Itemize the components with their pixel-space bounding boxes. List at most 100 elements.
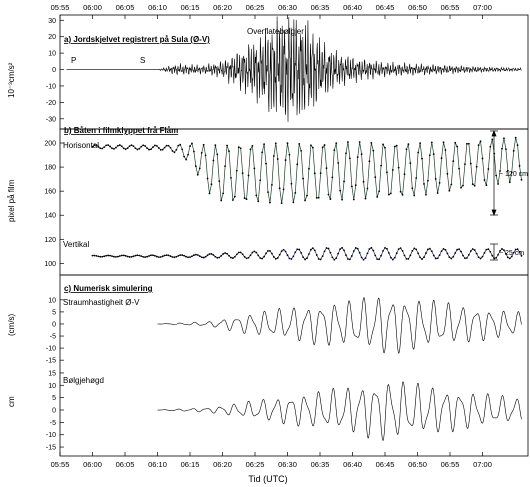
data-point — [185, 158, 188, 161]
data-point — [292, 201, 295, 204]
data-point — [393, 256, 396, 259]
data-point — [378, 190, 381, 193]
data-point — [415, 177, 418, 179]
data-point — [173, 256, 176, 259]
data-point — [93, 144, 96, 147]
data-point — [105, 144, 108, 147]
data-point — [444, 149, 447, 151]
data-point — [475, 252, 478, 255]
panel-b-y-tick-label: 100 — [44, 261, 56, 268]
data-point — [120, 254, 123, 257]
data-point — [163, 254, 166, 257]
data-point — [331, 256, 334, 259]
ylabel-panel-a: 10⁻³cm/s² — [7, 62, 16, 98]
data-point — [185, 255, 188, 258]
x-tick-label-bottom: 06:50 — [408, 460, 427, 469]
data-point — [505, 148, 507, 151]
data-point — [358, 141, 361, 143]
data-point — [124, 148, 127, 151]
data-point — [290, 182, 293, 185]
data-point — [298, 248, 301, 251]
data-point — [220, 254, 223, 257]
data-point — [150, 148, 152, 151]
x-axis-top: 05:55 06:00 06:05 06:10 06:15 06:20 06:25 06:30… — [51, 3, 492, 19]
data-point — [130, 144, 133, 147]
data-point — [177, 254, 180, 257]
data-point — [454, 141, 457, 144]
scale-bar-horisontal — [490, 130, 498, 216]
data-point — [202, 143, 205, 146]
plot-frame-bottom — [59, 274, 529, 457]
data-point — [520, 254, 523, 257]
data-point — [464, 257, 466, 260]
data-point — [331, 176, 334, 179]
data-point — [126, 147, 129, 150]
panel-c-height-y-tick-label: -10 — [46, 432, 56, 439]
data-point — [497, 183, 499, 185]
data-point — [200, 256, 203, 259]
data-point — [372, 249, 375, 252]
data-point — [237, 146, 240, 148]
data-point — [362, 258, 365, 261]
data-point — [290, 258, 293, 260]
panel-c-title: c) Numerisk simulering — [64, 284, 153, 293]
panel-a-y-tick-label: -10 — [46, 83, 56, 90]
x-tick-label-top: 06:25 — [246, 3, 265, 12]
data-point — [280, 202, 283, 204]
panel-c-height-y-tick-label: -5 — [50, 420, 56, 427]
data-point — [327, 193, 330, 196]
data-point — [189, 145, 191, 148]
x-tick-label-bottom: 06:40 — [343, 460, 362, 469]
panel-c-speed-y-tick-label: 10 — [48, 297, 56, 304]
x-axis-bottom: 05:55 06:00 06:05 06:10 06:15 06:20 06:25 06:30… — [51, 452, 492, 469]
ylabel-panel-b: pixel på film — [7, 179, 16, 222]
data-point — [364, 257, 367, 259]
panel-c-speed-y-tick-label: 5 — [52, 309, 56, 316]
data-point — [167, 144, 170, 147]
data-point — [194, 253, 197, 256]
data-point — [216, 153, 219, 156]
data-point — [483, 251, 486, 254]
x-tick-label-bottom: 06:00 — [83, 460, 102, 469]
data-point — [489, 250, 492, 253]
data-point — [263, 255, 265, 258]
data-point — [245, 198, 248, 201]
data-point — [356, 247, 359, 250]
data-point — [269, 201, 271, 204]
data-point — [329, 198, 332, 200]
data-point — [138, 147, 141, 150]
data-point — [267, 249, 269, 252]
data-point — [140, 145, 143, 148]
data-point — [417, 151, 420, 154]
data-point — [253, 250, 256, 253]
data-point — [235, 169, 238, 172]
data-point — [302, 256, 304, 259]
data-point — [428, 154, 431, 157]
data-point — [296, 163, 299, 166]
panel-b-y-tick-label: 180 — [44, 165, 56, 172]
data-point — [173, 151, 176, 154]
data-point — [204, 255, 207, 258]
panel-b-y-tick-label: 120 — [44, 237, 56, 244]
data-point — [467, 254, 470, 256]
data-point — [111, 255, 113, 258]
data-point — [315, 196, 318, 199]
data-point — [152, 254, 154, 257]
data-point — [397, 248, 400, 251]
data-point — [155, 144, 158, 147]
data-point — [179, 254, 182, 257]
data-point — [395, 252, 398, 255]
data-point — [245, 257, 248, 260]
data-point — [520, 178, 523, 181]
data-point — [444, 249, 447, 251]
x-tick-label-bottom: 07:00 — [473, 460, 492, 469]
data-point — [343, 249, 345, 252]
data-point — [165, 144, 168, 147]
data-point — [399, 247, 402, 250]
data-point — [376, 196, 379, 198]
data-point — [222, 192, 225, 195]
data-point — [456, 248, 459, 251]
data-point — [473, 249, 476, 251]
panel-a-y-tick-label: 30 — [48, 18, 56, 25]
data-point — [200, 151, 203, 154]
